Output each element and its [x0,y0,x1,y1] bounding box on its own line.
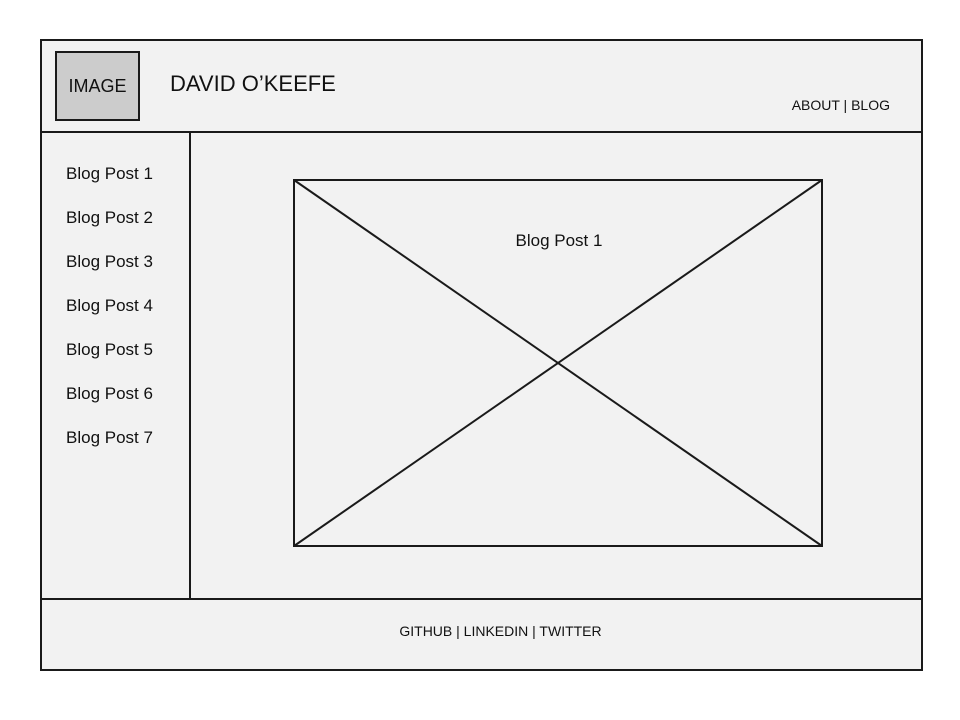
footer-link-linkedin[interactable]: LINKEDIN [463,623,529,639]
placeholder-border [293,179,823,547]
logo-image-placeholder[interactable]: IMAGE [55,51,140,121]
post-title-text: Blog Post 1 [515,231,603,250]
site-title: DAVID O’KEEFE [170,71,336,96]
nav-link-about[interactable]: ABOUT [791,97,840,113]
post-content-placeholder: Blog Post 1 [293,179,823,547]
sidebar-item-blog-post-6[interactable]: Blog Post 6 [66,384,153,403]
sidebar-item-blog-post-2[interactable]: Blog Post 2 [66,208,153,227]
sidebar-item-blog-post-3[interactable]: Blog Post 3 [66,252,153,271]
placeholder-diagonal-2 [293,179,823,547]
site-footer: GITHUB | LINKEDIN | TWITTER [42,598,921,669]
wireframe-page: IMAGE DAVID O’KEEFE ABOUT | BLOG Blog Po… [40,39,923,671]
sidebar-item-blog-post-1[interactable]: Blog Post 1 [66,164,153,183]
blog-post-list: Blog Post 1 Blog Post 2 Blog Post 3 Blog… [66,164,153,472]
sidebar-item-blog-post-4[interactable]: Blog Post 4 [66,296,153,315]
footer-link-twitter[interactable]: TWITTER [539,623,602,639]
nav-separator: | [839,97,852,113]
placeholder-cross-box [293,179,823,547]
footer-separator: | [528,623,540,639]
footer-link-github[interactable]: GITHUB [399,623,453,639]
post-title: Blog Post 1 [293,231,823,251]
footer-links: GITHUB | LINKEDIN | TWITTER [42,622,921,640]
main-content: Blog Post 1 [191,133,921,598]
footer-separator: | [452,623,464,639]
sidebar-item-blog-post-7[interactable]: Blog Post 7 [66,428,153,447]
sidebar: Blog Post 1 Blog Post 2 Blog Post 3 Blog… [42,133,191,598]
sidebar-item-blog-post-5[interactable]: Blog Post 5 [66,340,153,359]
nav-link-blog[interactable]: BLOG [851,97,890,113]
logo-label: IMAGE [68,75,127,96]
site-header: IMAGE DAVID O’KEEFE ABOUT | BLOG [42,41,921,133]
top-nav: ABOUT | BLOG [792,96,890,114]
